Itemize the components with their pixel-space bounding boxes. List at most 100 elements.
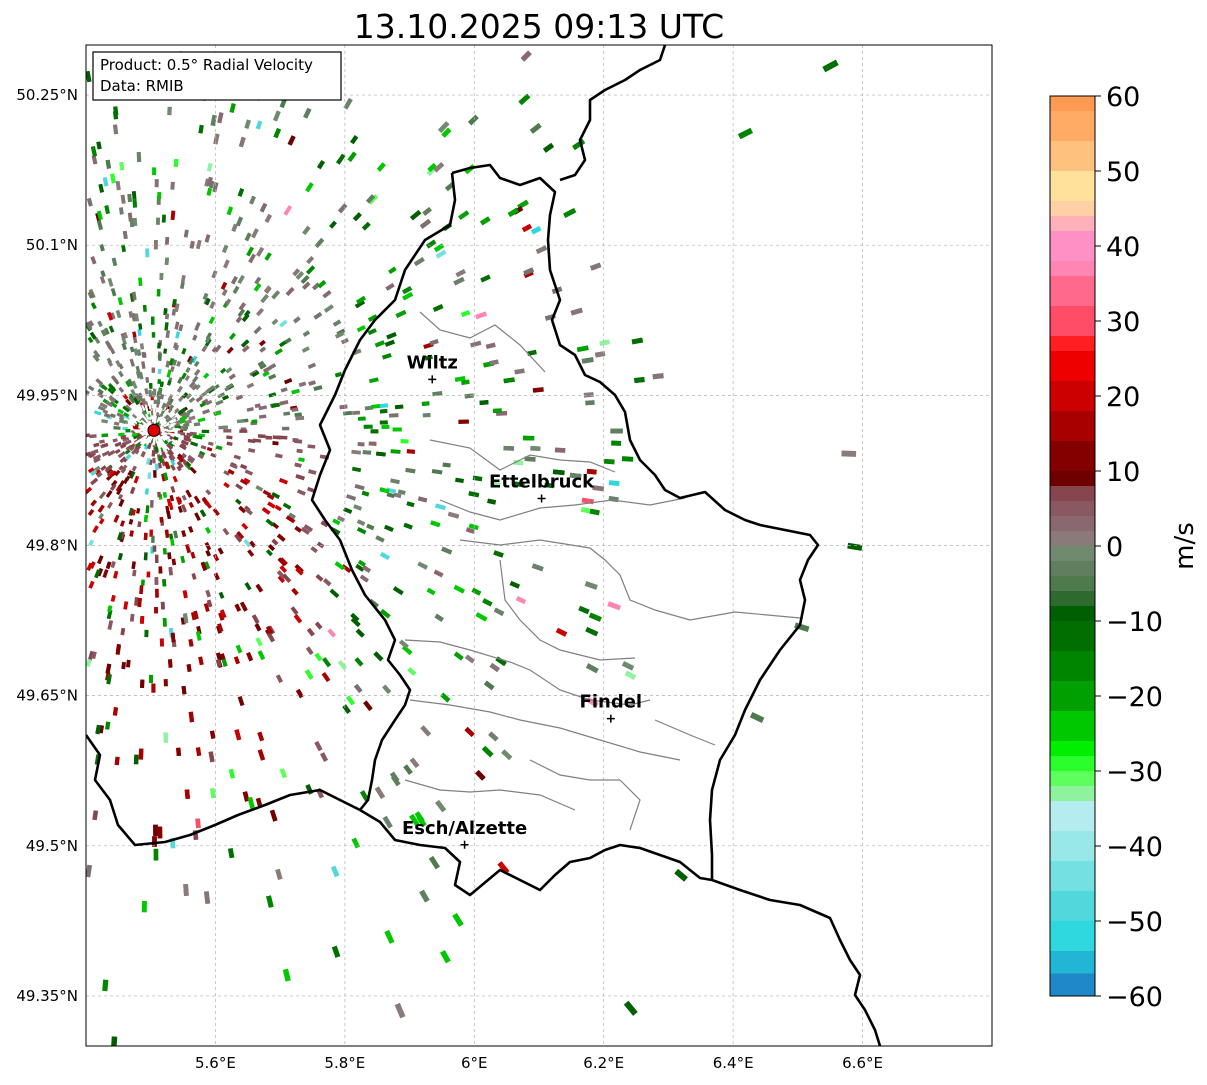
velocity-gate	[139, 412, 146, 419]
velocity-gate	[151, 332, 156, 338]
radar-site-marker	[147, 423, 161, 437]
velocity-gate	[152, 836, 157, 847]
velocity-gate	[96, 210, 103, 221]
velocity-gate	[225, 367, 233, 374]
velocity-gate	[302, 281, 311, 290]
velocity-gate	[206, 599, 213, 608]
velocity-gate	[259, 202, 268, 213]
velocity-gate	[175, 434, 182, 439]
velocity-gate	[215, 659, 222, 668]
velocity-gate	[523, 267, 535, 276]
velocity-gate	[90, 469, 98, 476]
velocity-gate	[256, 308, 264, 317]
velocity-gate	[122, 436, 130, 442]
velocity-gate	[424, 354, 433, 361]
velocity-gate	[254, 276, 262, 285]
velocity-gate	[128, 518, 134, 525]
colorbar-band	[1050, 441, 1095, 472]
colorbar-band	[1050, 711, 1095, 742]
velocity-gate	[219, 609, 227, 619]
velocity-gate	[154, 607, 158, 614]
velocity-gate	[158, 353, 162, 361]
velocity-gate	[181, 494, 187, 501]
velocity-gate	[94, 469, 101, 475]
velocity-gate	[215, 652, 222, 661]
velocity-gate	[279, 98, 287, 109]
velocity-gate	[135, 439, 142, 445]
place-label: Findel	[580, 692, 643, 713]
place-marker	[606, 714, 615, 723]
velocity-gate	[236, 419, 245, 424]
velocity-gate	[151, 450, 155, 457]
velocity-gate	[124, 439, 132, 446]
velocity-gate	[235, 216, 244, 227]
velocity-gate	[581, 357, 594, 364]
velocity-gate	[586, 468, 597, 475]
velocity-gate	[183, 437, 192, 443]
velocity-gate	[100, 329, 107, 337]
velocity-gate	[482, 598, 493, 607]
velocity-gate	[174, 432, 181, 437]
velocity-gate	[251, 370, 260, 378]
velocity-gate	[179, 419, 187, 424]
velocity-gate	[352, 212, 362, 222]
colorbar-tick-label: −60	[1106, 982, 1163, 1013]
velocity-gate	[279, 319, 288, 328]
velocity-gate	[174, 428, 181, 431]
velocity-gate	[314, 237, 325, 248]
velocity-gate	[435, 503, 446, 511]
velocity-gate	[624, 670, 637, 680]
velocity-gate	[106, 673, 112, 685]
velocity-gate	[182, 590, 188, 599]
velocity-gate	[367, 314, 378, 322]
velocity-gate	[260, 293, 269, 304]
colorbar-band	[1050, 891, 1095, 922]
velocity-gate	[162, 491, 168, 498]
velocity-gate	[184, 375, 191, 382]
velocity-gate	[197, 453, 204, 460]
velocity-gate	[239, 429, 248, 433]
velocity-gate	[122, 332, 128, 339]
velocity-gate	[105, 489, 113, 498]
velocity-gate	[259, 363, 267, 370]
velocity-gate	[375, 535, 385, 543]
velocity-gate	[374, 340, 385, 348]
canton-line	[619, 779, 641, 831]
colorbar-band	[1050, 681, 1095, 712]
border-france-belgium	[86, 734, 361, 847]
colorbar-band	[1050, 411, 1095, 442]
velocity-gate	[389, 771, 400, 783]
colorbar-band	[1050, 336, 1095, 352]
velocity-gate	[235, 316, 243, 324]
velocity-gate	[367, 328, 377, 336]
velocity-gate	[86, 486, 93, 494]
velocity-gate	[133, 348, 139, 356]
velocity-gate	[149, 529, 153, 537]
velocity-gate	[183, 229, 189, 238]
velocity-gate	[138, 423, 145, 428]
velocity-gate	[382, 353, 392, 360]
velocity-gate	[133, 397, 140, 406]
velocity-gate	[251, 419, 258, 424]
velocity-gate	[631, 337, 644, 345]
velocity-gate	[131, 509, 136, 516]
colorbar-tick-label: 20	[1106, 382, 1140, 413]
velocity-gate	[127, 378, 134, 387]
velocity-gate	[98, 183, 105, 193]
velocity-gate	[212, 383, 220, 391]
velocity-gate	[266, 895, 274, 908]
velocity-gate	[542, 142, 555, 153]
velocity-gate	[514, 368, 525, 375]
velocity-gate	[465, 527, 475, 534]
velocity-gate	[128, 416, 136, 421]
colorbar-band	[1050, 921, 1095, 952]
velocity-gate	[129, 470, 136, 480]
velocity-gate	[139, 435, 146, 442]
velocity-gate	[275, 868, 283, 881]
velocity-gate	[185, 393, 192, 400]
velocity-gate	[224, 298, 232, 307]
velocity-gate	[356, 325, 366, 333]
velocity-gate	[195, 396, 203, 403]
colorbar-band	[1050, 546, 1095, 562]
velocity-gate	[142, 304, 147, 312]
